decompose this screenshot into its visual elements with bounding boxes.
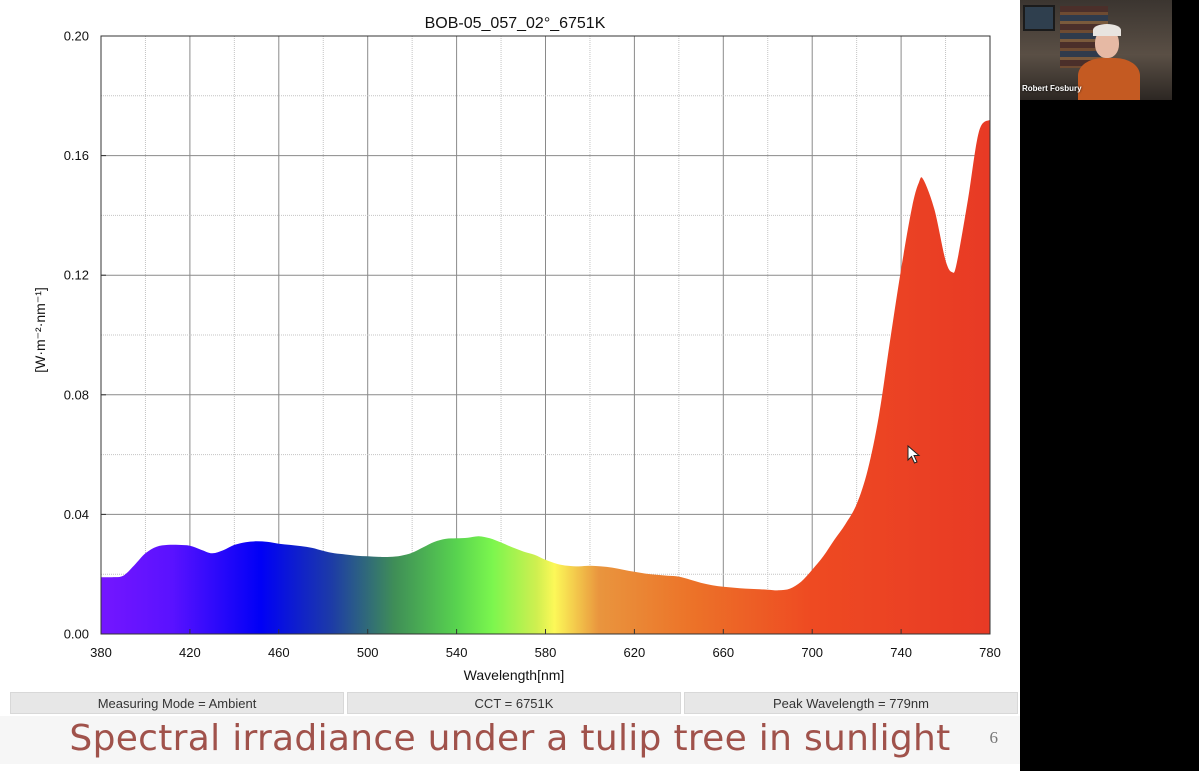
x-tick-label: 740 bbox=[890, 645, 912, 660]
x-tick-label: 420 bbox=[179, 645, 201, 660]
x-tick-label: 460 bbox=[268, 645, 290, 660]
cct-status: CCT = 6751K bbox=[347, 692, 681, 714]
x-tick-label: 660 bbox=[712, 645, 734, 660]
x-tick-label: 380 bbox=[90, 645, 112, 660]
x-tick-label: 700 bbox=[801, 645, 823, 660]
slide-caption: Spectral irradiance under a tulip tree i… bbox=[69, 718, 951, 759]
slide-caption-bar: Spectral irradiance under a tulip tree i… bbox=[0, 716, 1020, 764]
x-tick-label: 780 bbox=[979, 645, 1001, 660]
y-tick-label: 0.20 bbox=[64, 29, 89, 44]
y-tick-label: 0.04 bbox=[64, 507, 89, 522]
x-tick-label: 500 bbox=[357, 645, 379, 660]
chart-title: BOB-05_057_02°_6751K bbox=[425, 15, 606, 32]
presentation-slide: 0.00 0.04 0.08 0.12 0.16 0.20 380 420 460 500 540… bbox=[0, 0, 1020, 771]
slide-number: 6 bbox=[989, 728, 999, 747]
measuring-mode-status: Measuring Mode = Ambient bbox=[10, 692, 344, 714]
spectrum-area bbox=[101, 119, 990, 634]
background-painting bbox=[1023, 5, 1055, 31]
x-tick-label: 580 bbox=[535, 645, 557, 660]
participant-hair bbox=[1093, 24, 1121, 36]
y-tick-label: 0.12 bbox=[64, 268, 89, 283]
y-tick-label: 0.00 bbox=[64, 627, 89, 642]
x-tick-label: 620 bbox=[624, 645, 646, 660]
y-axis-ticks: 0.00 0.04 0.08 0.12 0.16 0.20 bbox=[64, 29, 106, 642]
x-tick-label: 540 bbox=[446, 645, 468, 660]
y-tick-label: 0.16 bbox=[64, 148, 89, 163]
x-axis-label: Wavelength[nm] bbox=[464, 667, 565, 683]
participant-video-tile[interactable]: Robert Fosbury bbox=[1020, 0, 1172, 100]
mouse-cursor-icon bbox=[907, 444, 921, 464]
participant-name-label: Robert Fosbury bbox=[1022, 84, 1082, 93]
measurement-status-bar: Measuring Mode = Ambient CCT = 6751K Pea… bbox=[10, 692, 1018, 716]
y-axis-label: [W·m⁻²·nm⁻¹] bbox=[32, 287, 48, 373]
spectral-irradiance-chart: 0.00 0.04 0.08 0.12 0.16 0.20 380 420 460 500 540… bbox=[32, 15, 1001, 683]
y-tick-label: 0.08 bbox=[64, 387, 89, 402]
x-axis-ticks: 380 420 460 500 540 580 620 660 700 740 780 bbox=[90, 629, 1001, 660]
peak-wavelength-status: Peak Wavelength = 779nm bbox=[684, 692, 1018, 714]
participant-body bbox=[1078, 58, 1140, 100]
